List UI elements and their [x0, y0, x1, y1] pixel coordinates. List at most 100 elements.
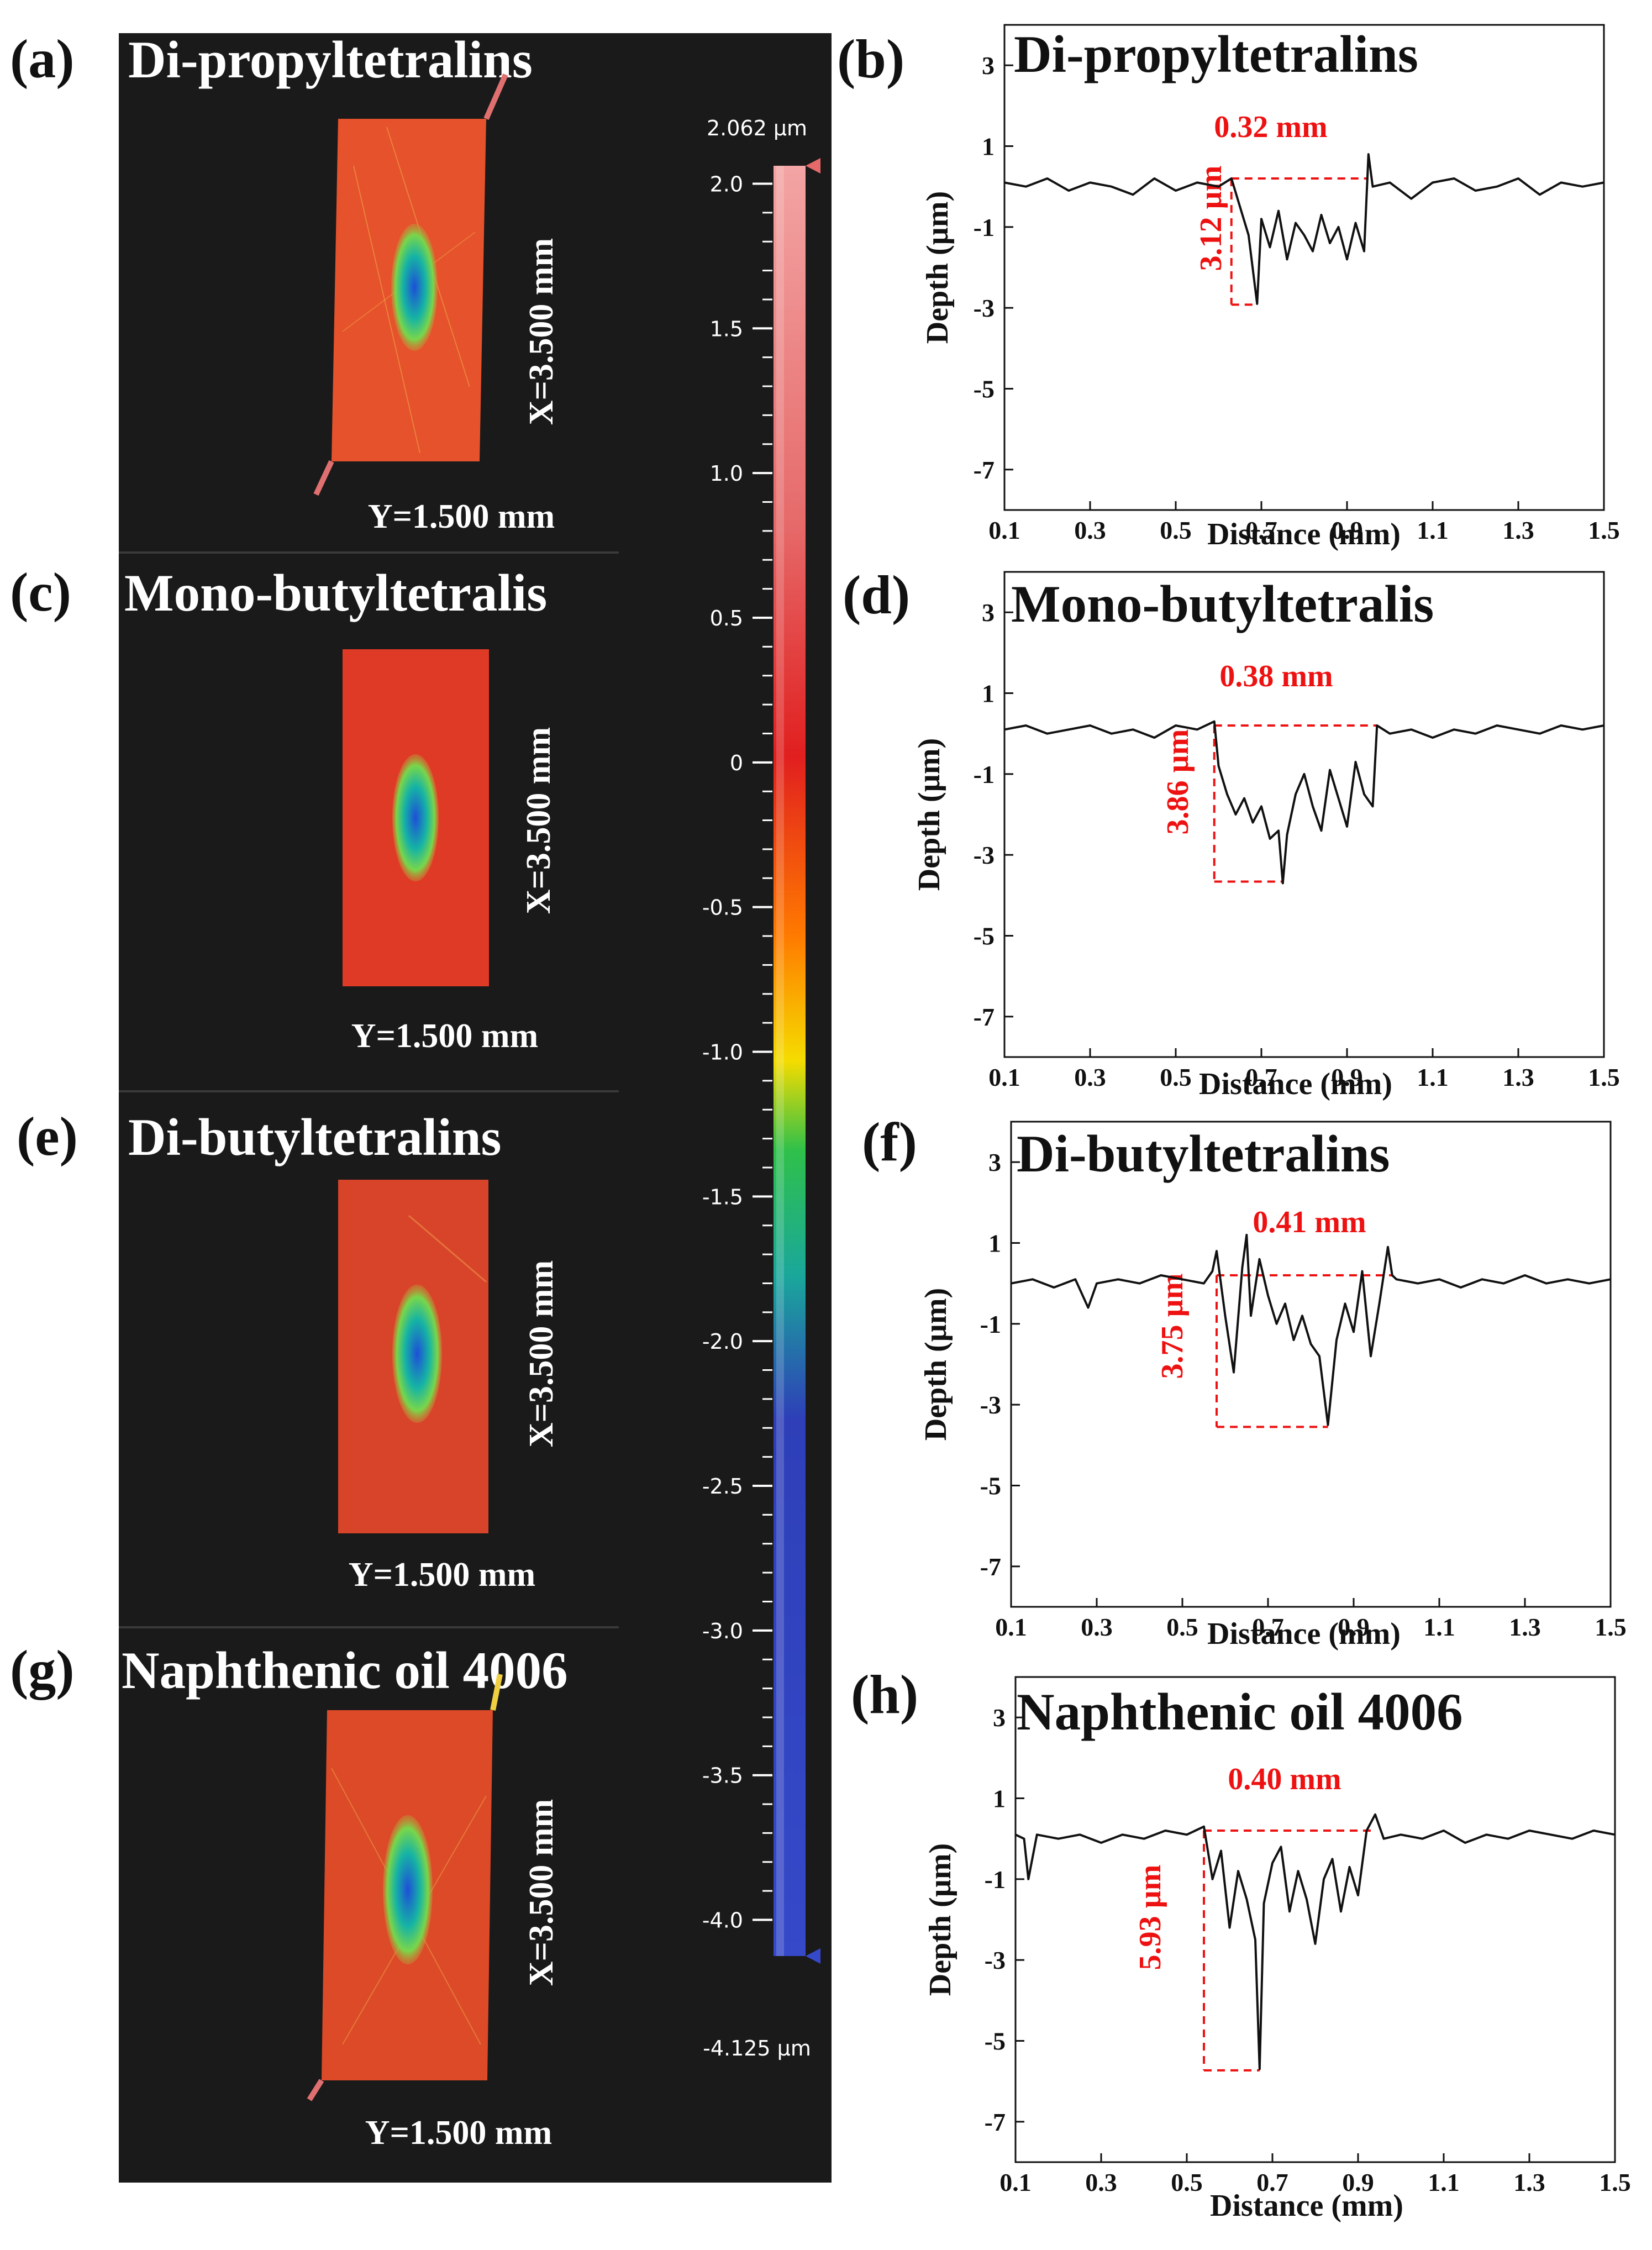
depth-data-point: [1338, 226, 1339, 228]
depth-data-point: [1246, 1898, 1248, 1900]
panel-label-a: (a): [10, 28, 75, 90]
depth-data-point: [1284, 1302, 1286, 1305]
x-tick-label: 0.3: [1085, 2168, 1117, 2196]
depth-data-point: [1196, 728, 1198, 730]
y-axis-label-b: Depth (µm): [920, 191, 955, 344]
depth-data-point: [1025, 186, 1027, 188]
depth-data-point: [1046, 177, 1048, 180]
axis-marker-line: [490, 1674, 503, 1711]
depth-data-point: [1067, 728, 1070, 730]
colorbar-tick-label: 0: [730, 751, 743, 775]
depth-data-point: [1460, 1286, 1462, 1289]
y-tick-label: 3: [988, 1148, 1001, 1176]
depth-data-point: [1023, 1838, 1025, 1840]
depth-profile-chart-b: (b) Di-propyltetralins Distance (mm) Dep…: [837, 24, 1620, 551]
x-tick-label: 1.5: [1588, 1063, 1620, 1091]
depth-data-point: [1111, 733, 1113, 735]
panel-label-d: (d): [843, 564, 910, 625]
depth-data-point: [1320, 214, 1322, 216]
depth-data-point: [1276, 1323, 1277, 1325]
depth-data-point: [1438, 1278, 1440, 1280]
y-tick-label: -1: [974, 213, 995, 241]
depth-data-point: [1353, 1331, 1355, 1333]
depth-data-point: [1453, 177, 1455, 180]
depth-data-point: [1335, 1339, 1338, 1341]
depth-profile-chart-f: (f) Di-butyltetralins Distance (mm) Dept…: [862, 1111, 1627, 1651]
depth-data-point: [1175, 190, 1177, 192]
x-axis-label-d: Distance (mm): [1199, 1067, 1392, 1101]
depth-data-point: [1233, 1371, 1235, 1374]
depth-data-point: [1588, 1282, 1590, 1285]
depth-data-point: [1010, 1282, 1012, 1285]
depth-data-point: [1226, 793, 1228, 795]
depth-data-point: [1111, 186, 1113, 188]
map-title-g: Naphthenic oil 4006: [122, 1641, 568, 1700]
panel-label-e: (e): [17, 1106, 78, 1167]
depth-data-point: [1211, 1270, 1213, 1273]
depth-data-point: [1496, 724, 1498, 727]
y-tick-label: -1: [974, 760, 995, 788]
depth-data-point: [1230, 177, 1233, 180]
x-tick-label: 0.7: [1252, 1613, 1284, 1641]
panel-label-g: (g): [10, 1639, 75, 1700]
colorbar-tick-label: 1.5: [710, 317, 743, 341]
depth-data-point: [1374, 1813, 1376, 1816]
colorbar-min-label: -4.125 µm: [703, 2036, 811, 2060]
depth-data-point: [1263, 1902, 1265, 1905]
map-title-c: Mono-butyltetralis: [124, 564, 547, 622]
depth-data-point: [1212, 1878, 1213, 1880]
depth-profile-series: [1011, 1233, 1611, 1426]
depth-data-point: [1355, 761, 1356, 763]
x-tick-label: 0.3: [1074, 1063, 1106, 1091]
depth-data-point: [1355, 222, 1356, 224]
depth-data-point: [1196, 181, 1198, 183]
axis-marker-line: [483, 73, 508, 120]
depth-data-point: [1496, 186, 1498, 188]
colorbar-highlight: [776, 166, 784, 1956]
colorbar-gradient: [774, 166, 806, 1956]
depth-data-point: [1229, 1927, 1230, 1929]
depth-data-point: [1614, 1833, 1616, 1836]
depth-data-point: [1164, 1830, 1166, 1832]
y-tick-label: -7: [974, 456, 995, 484]
depth-data-point: [1539, 733, 1541, 735]
depth-data-point: [1524, 1274, 1526, 1276]
depth-data-point: [1517, 728, 1519, 730]
depth-data-point: [1560, 181, 1562, 183]
depth-data-point: [1259, 1258, 1260, 1260]
depth-data-point: [1218, 186, 1219, 188]
depth-data-point: [1203, 1282, 1205, 1285]
depth-data-point: [1464, 1842, 1466, 1844]
colorbar-tick-label: 2.0: [710, 172, 743, 196]
depth-data-point: [1453, 728, 1455, 730]
plot-frame: [1014, 1676, 1616, 2163]
y-dimension-label-c: Y=1.500 mm: [351, 1017, 538, 1055]
depth-data-point: [1053, 1286, 1055, 1289]
depth-data-point: [1295, 222, 1297, 224]
wear-scar-e: [392, 1285, 442, 1423]
surface-map-g: (g) Naphthenic oil 4006 X=3.500 mm Y=1.5…: [10, 1626, 619, 2152]
depth-data-point: [1160, 1274, 1162, 1276]
depth-data-point: [1256, 303, 1258, 305]
depth-data-point: [1581, 186, 1583, 188]
depth-data-point: [1363, 793, 1365, 795]
depth-data-point: [1346, 258, 1348, 260]
y-tick-label: -1: [980, 1310, 1001, 1338]
depth-data-point: [1303, 773, 1305, 775]
depth-data-point: [1282, 882, 1284, 884]
y-tick-label: 3: [982, 51, 995, 80]
x-tick-label: 0.1: [999, 2168, 1032, 2196]
x-tick-label: 1.5: [1595, 1613, 1627, 1641]
y-tick-label: 1: [982, 133, 995, 161]
depth-data-point: [1383, 1838, 1385, 1840]
depth-data-point: [1269, 246, 1271, 248]
y-tick-label: 1: [993, 1785, 1006, 1813]
x-tick-label: 0.1: [988, 1063, 1020, 1091]
width-annotation-f: 0.41 mm: [1253, 1205, 1366, 1239]
depth-data-point: [1260, 218, 1262, 220]
depth-data-point: [1507, 1838, 1509, 1840]
depth-data-point: [1297, 1870, 1299, 1872]
panel-label-h: (h): [851, 1664, 918, 1725]
chart-title-h: Naphthenic oil 4006: [1017, 1683, 1463, 1741]
depth-data-point: [1046, 733, 1048, 735]
